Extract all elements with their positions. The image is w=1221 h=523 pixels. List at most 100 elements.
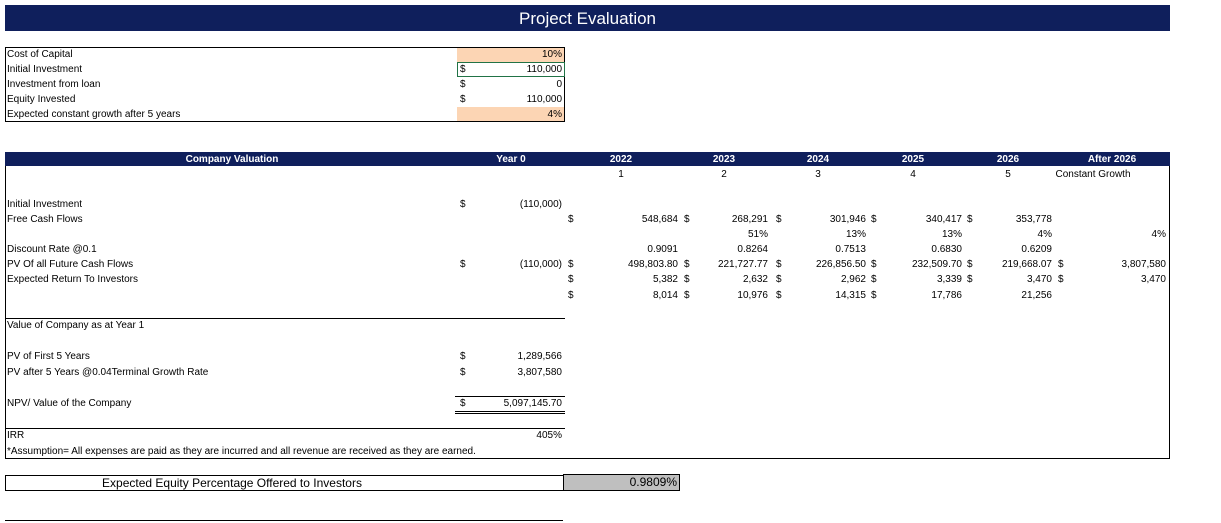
input-value: 110,000	[526, 64, 562, 75]
cell-value: 0.6209	[1021, 244, 1052, 255]
cell-value: (110,000)	[519, 259, 562, 270]
cell-value: 340,417	[925, 214, 962, 225]
row-label: IRR	[7, 430, 25, 441]
input-box	[5, 47, 565, 122]
cell-value: 51%	[747, 229, 768, 240]
npv-bottom	[455, 411, 565, 414]
currency: $	[460, 367, 466, 378]
equity-value-box	[563, 474, 680, 491]
currency: $	[967, 214, 973, 225]
cell-value: 0.8264	[737, 244, 768, 255]
currency: $	[871, 290, 877, 301]
period: 1	[618, 169, 624, 180]
column-header: 2025	[901, 154, 925, 165]
cell-value: 405%	[536, 430, 562, 441]
row-label: Discount Rate @0.1	[7, 244, 97, 255]
currency: $	[967, 259, 973, 270]
currency: $	[684, 214, 690, 225]
currency: $	[460, 351, 466, 362]
cell-value: 3,470	[1140, 274, 1166, 285]
cell-value: 548,684	[641, 214, 678, 225]
row-label: PV of First 5 Years	[7, 351, 90, 362]
currency: $	[568, 214, 574, 225]
currency: $	[460, 199, 466, 210]
input-label: Cost of Capital	[7, 49, 73, 60]
cell-value: 301,946	[829, 214, 866, 225]
cell-value: 3,339	[936, 274, 962, 285]
cell-value: 353,778	[1015, 214, 1052, 225]
input-label: Investment from loan	[7, 79, 101, 90]
currency: $	[1058, 259, 1064, 270]
selected-cell	[457, 62, 565, 77]
currency: $	[776, 259, 782, 270]
equity-value: 0.9809%	[629, 475, 677, 489]
bottom-line	[5, 520, 563, 521]
currency: $	[776, 274, 782, 285]
currency: $	[460, 398, 466, 409]
input-value: 0	[556, 79, 562, 90]
cell-value: 2,632	[742, 274, 768, 285]
cell-value: 3,807,580	[1121, 259, 1167, 270]
cell-value: 498,803.80	[627, 259, 678, 270]
npv-top	[455, 396, 565, 397]
row-label: NPV/ Value of the Company	[7, 398, 132, 409]
currency: $	[460, 94, 466, 105]
column-header: Year 0	[496, 154, 526, 165]
title-bar	[5, 5, 1170, 31]
cell-value: 4%	[1151, 229, 1166, 240]
cell-value: 0.6830	[931, 244, 962, 255]
cell-value: 0.9091	[647, 244, 678, 255]
cell-value: 221,727.77	[717, 259, 768, 270]
cell-value: (110,000)	[519, 199, 562, 210]
cell-value: 1,289,566	[517, 351, 563, 362]
currency: $	[1058, 274, 1064, 285]
cell-value: 219,668.07	[1001, 259, 1052, 270]
currency: $	[967, 274, 973, 285]
currency: $	[568, 259, 574, 270]
input-value: 10%	[541, 49, 562, 60]
row-line	[5, 428, 565, 429]
row-label: PV after 5 Years @0.04Terminal Growth Ra…	[7, 367, 209, 378]
cell-value: 5,382	[652, 274, 678, 285]
row-label: Value of Company as at Year 1	[7, 320, 145, 331]
currency: $	[871, 274, 877, 285]
currency: $	[684, 274, 690, 285]
column-header: 2024	[806, 154, 830, 165]
currency: $	[776, 290, 782, 301]
cell-value: 8,014	[652, 290, 678, 301]
period: 2	[721, 169, 727, 180]
cell-value: 0.7513	[835, 244, 866, 255]
row-label: PV Of all Future Cash Flows	[7, 259, 134, 270]
column-header: 2022	[609, 154, 633, 165]
title: Project Evaluation	[518, 9, 657, 28]
row-label: Free Cash Flows	[7, 214, 83, 225]
currency: $	[568, 274, 574, 285]
currency: $	[460, 64, 466, 75]
cell-value: 3,470	[1026, 274, 1052, 285]
cell-value: 268,291	[731, 214, 768, 225]
column-header: 2023	[712, 154, 736, 165]
row-label: Expected Return To Investors	[7, 274, 138, 285]
currency: $	[684, 290, 690, 301]
row-line	[5, 318, 565, 319]
period: 5	[1005, 169, 1011, 180]
currency: $	[460, 79, 466, 90]
orange-cell	[457, 47, 565, 62]
cell-value: 3,807,580	[517, 367, 563, 378]
currency: $	[460, 259, 466, 270]
equity-label: Expected Equity Percentage Offered to In…	[102, 476, 362, 490]
valuation-header-bar	[5, 152, 1170, 166]
valuation-box	[5, 152, 1170, 459]
currency: $	[568, 290, 574, 301]
cell-value: 17,786	[931, 290, 962, 301]
period: 3	[815, 169, 821, 180]
orange-cell	[457, 107, 565, 122]
period: 4	[910, 169, 916, 180]
currency: $	[871, 259, 877, 270]
currency: $	[684, 259, 690, 270]
cell-value: 21,256	[1021, 290, 1052, 301]
column-header: 2026	[996, 154, 1020, 165]
cell-value: 2,962	[840, 274, 866, 285]
cell-value: 5,097,145.70	[503, 398, 562, 409]
